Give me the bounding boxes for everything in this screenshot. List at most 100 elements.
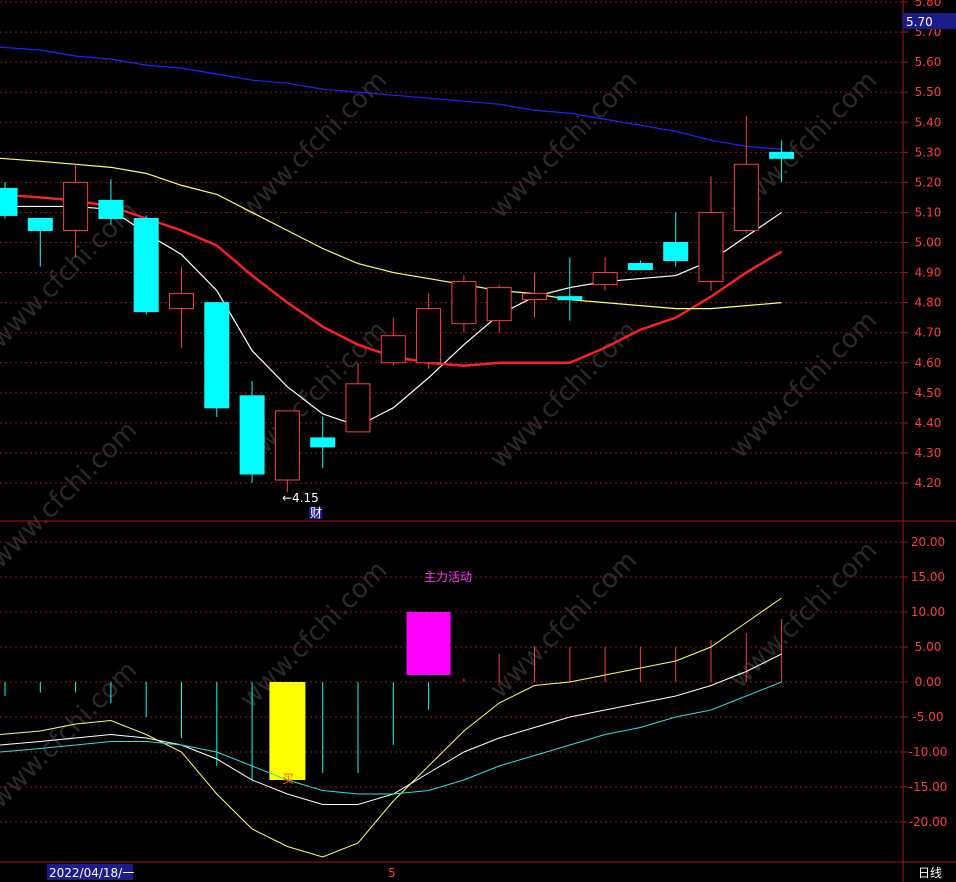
price-tick-label: 5.20 — [915, 175, 942, 189]
candle — [592, 257, 618, 291]
candle-body — [63, 181, 89, 231]
indicator-label: 主力活动 — [424, 570, 472, 584]
candle — [345, 362, 371, 433]
current-price-tag — [903, 13, 956, 29]
watermark: www.cfchi.com — [0, 655, 143, 814]
price-tick-label: 5.80 — [915, 0, 942, 9]
candle-body — [733, 163, 759, 231]
event-badge-bg — [309, 507, 322, 519]
price-tick-label: 4.20 — [915, 476, 942, 490]
candle — [416, 293, 442, 369]
candle — [557, 257, 583, 321]
candle — [27, 217, 53, 267]
candle — [310, 416, 336, 468]
candlesticks — [0, 116, 795, 493]
candle — [169, 266, 194, 348]
y-tick-labels: 5.80 5.70 5.60 5.50 5.40 5.30 5.20 5.10 5.00 4.90… — [909, 0, 948, 829]
ma20-line — [0, 157, 782, 310]
indicator-tick-label: 20.00 — [911, 535, 945, 549]
price-tick-label: 5.10 — [915, 205, 942, 219]
candle-body — [27, 217, 53, 231]
candle — [522, 272, 547, 318]
date-label-bg — [47, 864, 133, 880]
candle — [0, 182, 18, 219]
indicator-tick-label: -5.00 — [912, 710, 943, 724]
candle-body — [557, 296, 583, 301]
candle-body — [416, 308, 442, 364]
candle — [451, 275, 477, 333]
candle — [63, 164, 89, 258]
candle-body — [486, 287, 512, 322]
price-tick-label: 5.50 — [915, 85, 942, 99]
candle — [733, 116, 759, 234]
indicator-tick-label: -20.00 — [909, 815, 948, 829]
period-label[interactable]: 日线 — [918, 866, 942, 880]
candle-body — [0, 187, 18, 216]
buy-signal: 买 — [282, 772, 294, 786]
indicator-tick-label: 5.00 — [915, 640, 942, 654]
watermark: www.cfchi.com — [484, 545, 643, 704]
line_yellow — [0, 597, 782, 858]
candle-body — [698, 211, 724, 283]
candle-body — [274, 410, 300, 481]
indicator-tick-label: 0.00 — [915, 675, 942, 689]
price-tick-label: 4.70 — [915, 326, 942, 340]
candle-body — [310, 437, 336, 448]
watermark: www.cfchi.com — [234, 555, 393, 714]
watermark: www.cfchi.com — [484, 65, 643, 224]
price-tick-label: 5.40 — [915, 115, 942, 129]
watermark: www.cfchi.com — [234, 65, 393, 224]
candle-body — [663, 242, 689, 262]
candle — [274, 410, 300, 493]
candle-body — [627, 263, 653, 271]
indicator-tick-label: 15.00 — [911, 570, 945, 584]
price-tick-label: 5.30 — [915, 145, 942, 159]
magenta-signal-block — [406, 612, 451, 675]
month-marker: 5 — [388, 866, 396, 880]
indicator-tick-label: 10.00 — [911, 605, 945, 619]
ma60-line — [0, 46, 782, 150]
candle-body — [592, 272, 618, 286]
low-price-marker: ←4.15 — [282, 491, 319, 505]
price-tick-label: 4.60 — [915, 356, 942, 370]
candle — [98, 179, 124, 225]
current-price-label: 5.70 — [906, 15, 933, 29]
indicator-tick-label: -10.00 — [909, 745, 948, 759]
candle — [380, 317, 406, 366]
candle-body — [451, 281, 477, 325]
price-tick-label: 5.00 — [915, 236, 942, 250]
candle — [133, 215, 159, 315]
indicator-panel — [0, 597, 783, 858]
price-tick-label: 4.90 — [915, 266, 942, 280]
candle — [769, 140, 795, 183]
candle-body — [380, 335, 406, 364]
watermark: www.cfchi.com — [0, 415, 143, 574]
candle — [663, 212, 689, 267]
yellow-signal-block — [269, 682, 306, 780]
candle — [486, 284, 512, 333]
candle-body — [98, 199, 124, 219]
candle — [698, 176, 724, 291]
event-badge[interactable]: 财 — [310, 506, 322, 520]
indicator-tick-label: -15.00 — [909, 780, 948, 794]
price-tick-label: 5.60 — [915, 55, 942, 69]
candle-body — [169, 293, 194, 310]
price-tick-label: 4.40 — [915, 416, 942, 430]
watermark: www.cfchi.com — [724, 305, 883, 464]
candle — [239, 380, 265, 483]
candle-body — [769, 151, 795, 159]
candle — [204, 302, 230, 417]
price-tick-label: 4.50 — [915, 386, 942, 400]
candle — [627, 260, 653, 271]
price-tick-label: 4.80 — [915, 296, 942, 310]
candle-body — [522, 293, 547, 301]
candle-body — [345, 383, 371, 433]
line_cyan — [0, 681, 782, 795]
date-label[interactable]: 2022/04/18/一 — [49, 866, 134, 880]
candle-body — [133, 217, 159, 313]
candle-body — [239, 395, 265, 475]
candle-body — [204, 302, 230, 409]
price-tick-label: 4.30 — [915, 446, 942, 460]
